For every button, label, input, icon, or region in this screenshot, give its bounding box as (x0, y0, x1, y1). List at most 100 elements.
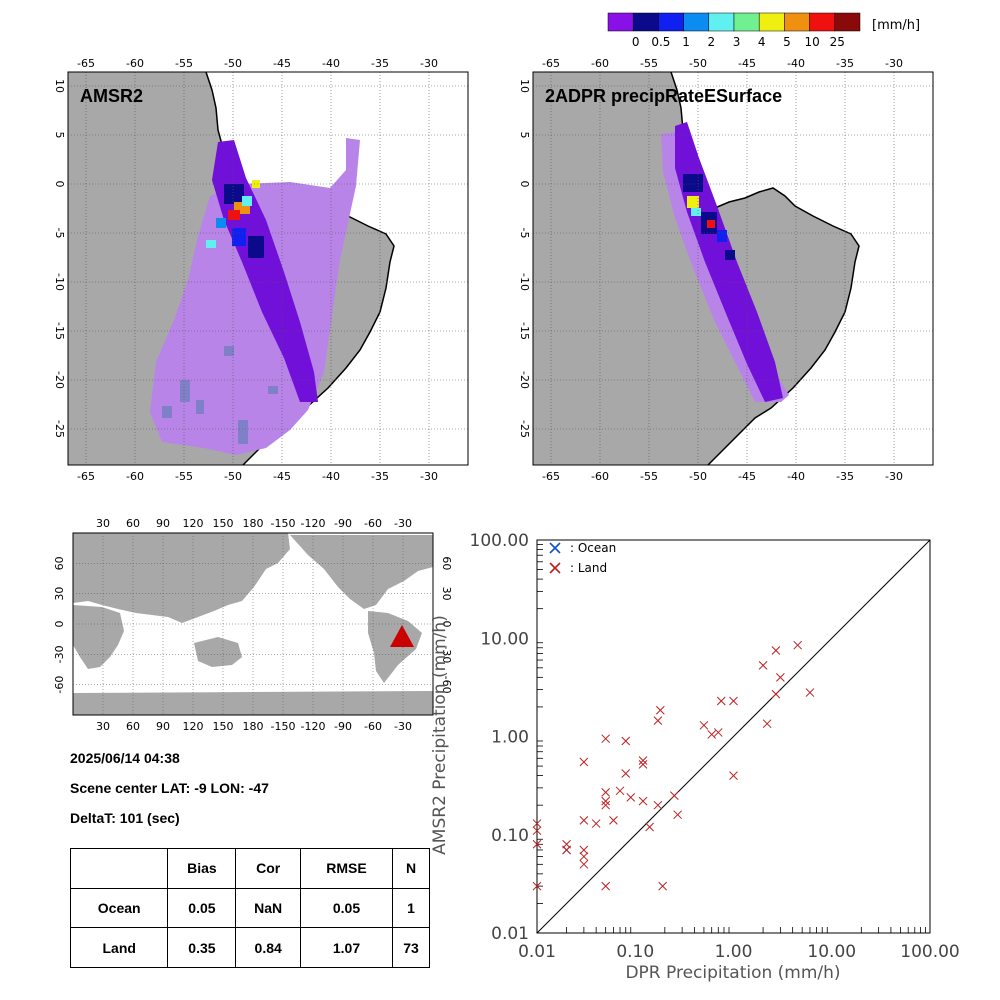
colorbar-tick-label: 5 (783, 35, 791, 49)
land-point (716, 696, 726, 706)
latitude-tick-label: 10 (942, 79, 945, 93)
longitude-tick-label: -55 (640, 57, 658, 70)
longitude-tick-label: -50 (224, 470, 242, 483)
land-point (562, 845, 571, 855)
latitude-tick-label: -15 (942, 322, 945, 340)
latitude-tick-label: -15 (477, 322, 480, 340)
latitude-tick-label: -20 (942, 371, 945, 389)
colorbar-swatches (607, 12, 861, 32)
amsr2-map-title: AMSR2 (80, 86, 143, 106)
longitude-tick-label: -65 (542, 470, 560, 483)
land-point (579, 852, 589, 861)
latitude-tick-label: 10 (518, 79, 531, 93)
latitude-tick-label: -15 (53, 322, 66, 340)
legend-marker (549, 542, 561, 554)
world-bottom-tick-label: -90 (334, 720, 352, 733)
latitude-tick-label: -10 (942, 273, 945, 291)
world-bottom-tick-label: 60 (126, 720, 140, 733)
latitude-tick-label: 0 (477, 181, 480, 188)
latitude-tick-label: -20 (477, 371, 480, 389)
x-tick-label: 10.00 (807, 942, 856, 962)
colorbar-swatch (834, 12, 861, 32)
land-point (532, 881, 542, 891)
land-point (729, 696, 738, 706)
colorbar-swatch (607, 12, 634, 32)
stats-header-cor: Cor (235, 848, 301, 889)
amsr2-map: AMSR2 -65-65-60-60-55-55-50-50-45-45-40-… (53, 57, 480, 483)
land-point (713, 728, 723, 737)
latitude-tick-label: 0 (53, 181, 66, 188)
land-point (699, 720, 709, 730)
world-lat-tick-label: 60 (440, 556, 453, 570)
land-point (707, 730, 717, 739)
latitude-tick-label: -25 (942, 420, 945, 438)
land-point (601, 796, 611, 806)
amsr2-swath (150, 138, 360, 455)
x-tick-label: 0.10 (616, 942, 654, 962)
land-point (653, 800, 663, 810)
continent-north-america (290, 535, 433, 609)
longitude-tick-label: -60 (591, 470, 609, 483)
longitude-tick-label: -30 (420, 470, 438, 483)
longitude-tick-label: -30 (885, 470, 903, 483)
stats-cell: 0.05 (167, 887, 237, 929)
world-lat-tick-label: -60 (440, 676, 453, 694)
longitude-tick-label: -35 (836, 470, 854, 483)
amsr2-light-rain-cells (162, 346, 278, 444)
longitude-tick-label: -65 (542, 57, 560, 70)
latitude-tick-label: 5 (942, 132, 945, 139)
continent-eurasia (73, 533, 290, 623)
colorbar-tick-label: 0.5 (651, 35, 670, 49)
land-point (805, 688, 815, 697)
land-point (609, 816, 618, 825)
longitude-tick-label: -50 (689, 470, 707, 483)
scene-delta-t: DeltaT: 101 (sec) (70, 810, 180, 826)
legend-label: : Ocean (570, 541, 616, 555)
land-point (579, 757, 589, 767)
latitude-tick-label: -20 (518, 371, 531, 389)
dpr-map-frame (532, 71, 934, 466)
stats-table: Bias Cor RMSE N Ocean 0.05 NaN 0.05 1 La… (69, 848, 430, 968)
stats-cell: 73 (392, 927, 430, 968)
world-bottom-tick-label: -60 (364, 720, 382, 733)
world-top-tick-label: 180 (243, 517, 264, 530)
y-tick-label: 0.01 (491, 924, 529, 944)
latitude-tick-label: -25 (53, 420, 66, 438)
world-top-tick-label: -30 (394, 517, 412, 530)
scatter-points (532, 640, 815, 891)
land-point (638, 756, 648, 765)
latitude-tick-label: 0 (942, 181, 945, 188)
longitude-tick-label: -55 (175, 470, 193, 483)
stats-cell: Land (69, 927, 169, 968)
world-top-tick-label: 60 (126, 517, 140, 530)
colorbar: [mm/h] 0 0.5 1 2 3 4 5 10 25 (607, 12, 920, 49)
latitude-tick-label: -25 (477, 420, 480, 438)
land-point (729, 771, 738, 780)
stats-cell: 1.07 (299, 927, 394, 968)
world-lat-tick-label: -30 (53, 645, 66, 663)
one-to-one-line (536, 539, 931, 934)
world-top-tick-label: -150 (271, 517, 296, 530)
longitude-tick-label: -40 (787, 470, 805, 483)
colorbar-tick-label: 25 (830, 35, 845, 49)
world-lat-tick-label: -30 (440, 645, 453, 663)
legend-item: : Land (549, 561, 607, 575)
land-point (579, 859, 589, 869)
scene-center: Scene center LAT: -9 LON: -47 (70, 780, 269, 796)
x-axis-label: DPR Precipitation (mm/h) (625, 963, 840, 983)
stats-header-blank (69, 848, 169, 889)
land-point (776, 672, 785, 682)
longitude-tick-label: -55 (640, 470, 658, 483)
latitude-tick-label: -10 (477, 273, 480, 291)
colorbar-swatch (683, 12, 710, 32)
land-point (762, 719, 772, 729)
longitude-tick-label: -60 (126, 470, 144, 483)
colorbar-swatch (658, 12, 684, 32)
legend-marker (549, 562, 561, 574)
x-tick-label: 1.00 (715, 942, 753, 962)
world-top-tick-label: 90 (156, 517, 170, 530)
continent-africa (73, 605, 124, 669)
latitude-tick-label: -5 (53, 228, 66, 239)
amsr2-map-grid: -65-65-60-60-55-55-50-50-45-45-40-40-35-… (53, 57, 480, 483)
longitude-tick-label: -50 (689, 57, 707, 70)
